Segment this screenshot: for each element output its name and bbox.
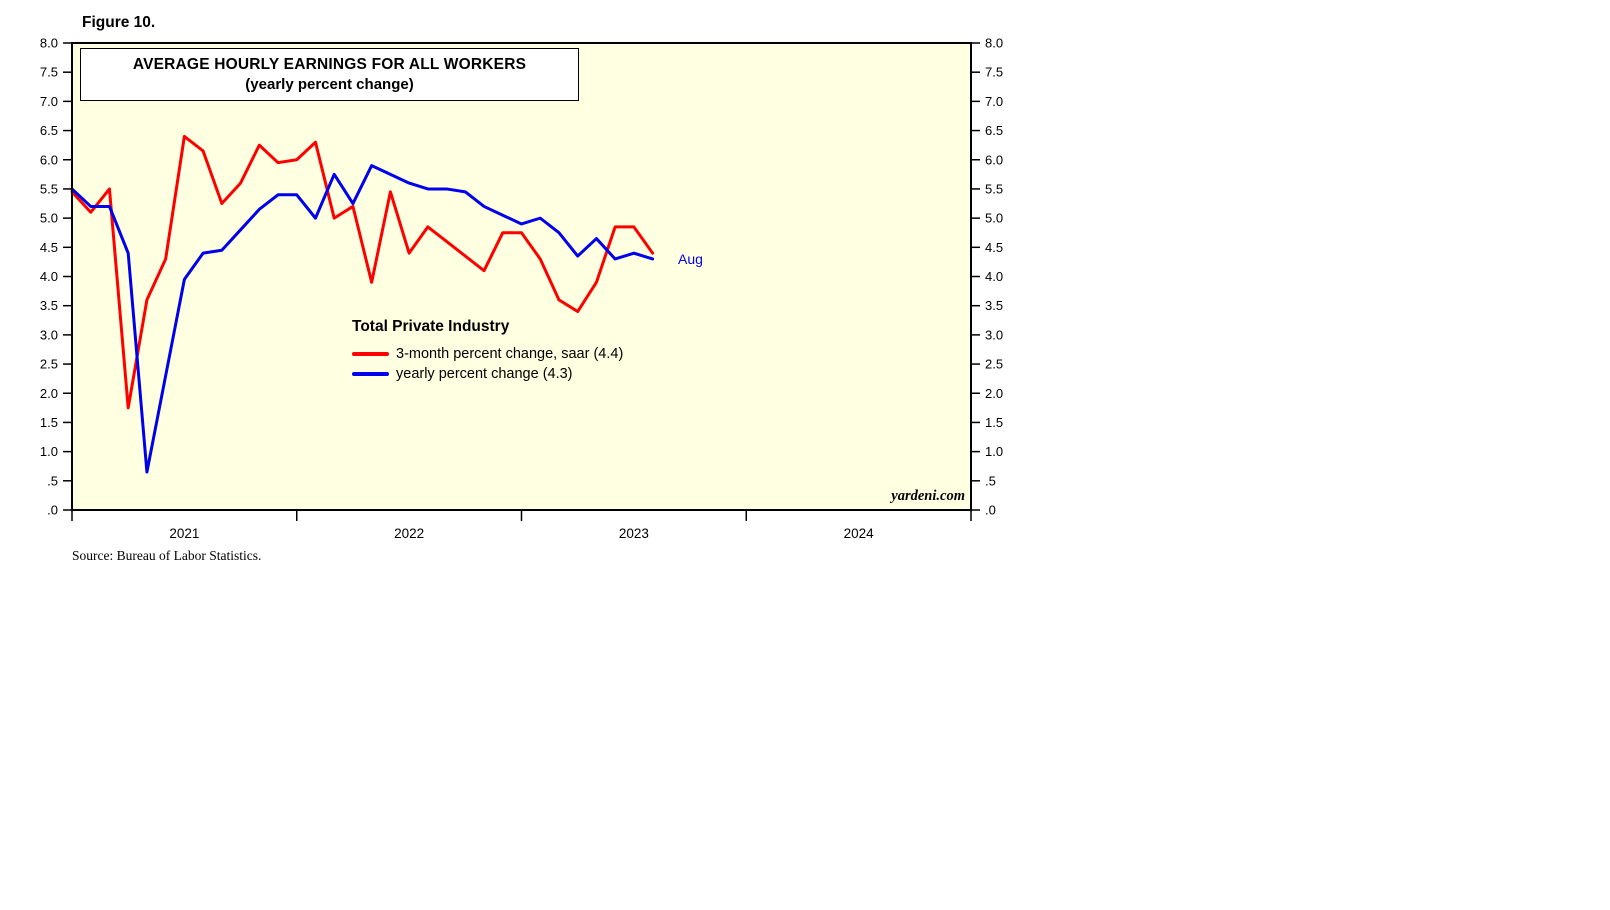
y-axis-label-left: 6.5 [40, 123, 58, 138]
red-line-swatch-icon [352, 352, 389, 356]
plot-background [72, 43, 971, 510]
y-axis-label-left: 5.5 [40, 181, 58, 196]
x-axis-year-label: 2021 [169, 526, 199, 541]
legend: Total Private Industry 3-month percent c… [352, 318, 623, 384]
blue-line-swatch-icon [352, 372, 389, 376]
y-axis-label-right: 2.5 [985, 357, 1003, 372]
figure-label: Figure 10. [82, 14, 156, 31]
y-axis-label-right: 6.5 [985, 123, 1003, 138]
y-axis-label-left: .0 [47, 503, 58, 518]
y-axis-label-left: 7.0 [40, 94, 58, 109]
chart-title: AVERAGE HOURLY EARNINGS FOR ALL WORKERS [132, 56, 527, 73]
y-axis-label-right: 3.0 [985, 327, 1003, 342]
y-axis-label-left: 5.0 [40, 211, 58, 226]
y-axis-label-right: 1.5 [985, 415, 1003, 430]
y-axis-label-left: 7.5 [40, 65, 58, 80]
y-axis-label-left: 4.5 [40, 240, 58, 255]
y-axis-label-right: 8.0 [985, 36, 1003, 51]
y-axis-label-right: 1.0 [985, 444, 1003, 459]
y-axis-label-right: 3.5 [985, 298, 1003, 313]
legend-heading: Total Private Industry [352, 318, 510, 335]
y-axis-label-left: 1.5 [40, 415, 58, 430]
y-axis-label-right: 4.0 [985, 269, 1003, 284]
legend-series1-label: 3-month percent change, saar (4.4) [396, 346, 624, 362]
source-note: Source: Bureau of Labor Statistics. [72, 548, 262, 563]
x-axis-year-label: 2023 [619, 526, 649, 541]
line-chart: 8.0 8.0 7.5 7.5 7.0 7.0 6.5 6.5 6.0 6.0 5.5 5.5 5.0 5… [40, 36, 1003, 542]
y-axis-label-right: 4.5 [985, 240, 1003, 255]
y-axis-label-right: 7.0 [985, 94, 1003, 109]
y-axis-label-right: 6.0 [985, 152, 1003, 167]
legend-row-red: 3-month percent change, saar (4.4) [352, 344, 623, 364]
y-axis-label-left: 8.0 [40, 36, 58, 51]
y-axis-label-right: 2.0 [985, 386, 1003, 401]
series-line-red [70, 134, 655, 410]
y-axis-label-left: 6.0 [40, 152, 58, 167]
y-axis-label-left: 4.0 [40, 269, 58, 284]
y-axis-label-right: 5.0 [985, 211, 1003, 226]
series-line-blue [70, 164, 655, 474]
legend-series2-label: yearly percent change (4.3) [396, 366, 573, 382]
chart-title-box: AVERAGE HOURLY EARNINGS FOR ALL WORKERS … [80, 48, 579, 101]
y-axis-label-left: 2.5 [40, 357, 58, 372]
y-axis-label-left: 3.0 [40, 327, 58, 342]
x-axis-year-label: 2022 [394, 526, 424, 541]
y-axis-label-right: .0 [985, 503, 996, 518]
x-axis-year-label: 2024 [844, 526, 875, 541]
y-axis-label-left: .5 [47, 473, 58, 488]
y-axis-label-right: 7.5 [985, 65, 1003, 80]
y-axis-label-right: .5 [985, 473, 996, 488]
y-axis-label-right: 5.5 [985, 181, 1003, 196]
legend-row-blue: yearly percent change (4.3) [352, 364, 623, 384]
watermark: yardeni.com [891, 488, 965, 504]
latest-point-annotation: Aug [678, 251, 703, 267]
y-axis-label-left: 3.5 [40, 298, 58, 313]
y-axis-label-left: 1.0 [40, 444, 58, 459]
y-axis-label-left: 2.0 [40, 386, 58, 401]
chart-subtitle: (yearly percent change) [245, 76, 414, 93]
